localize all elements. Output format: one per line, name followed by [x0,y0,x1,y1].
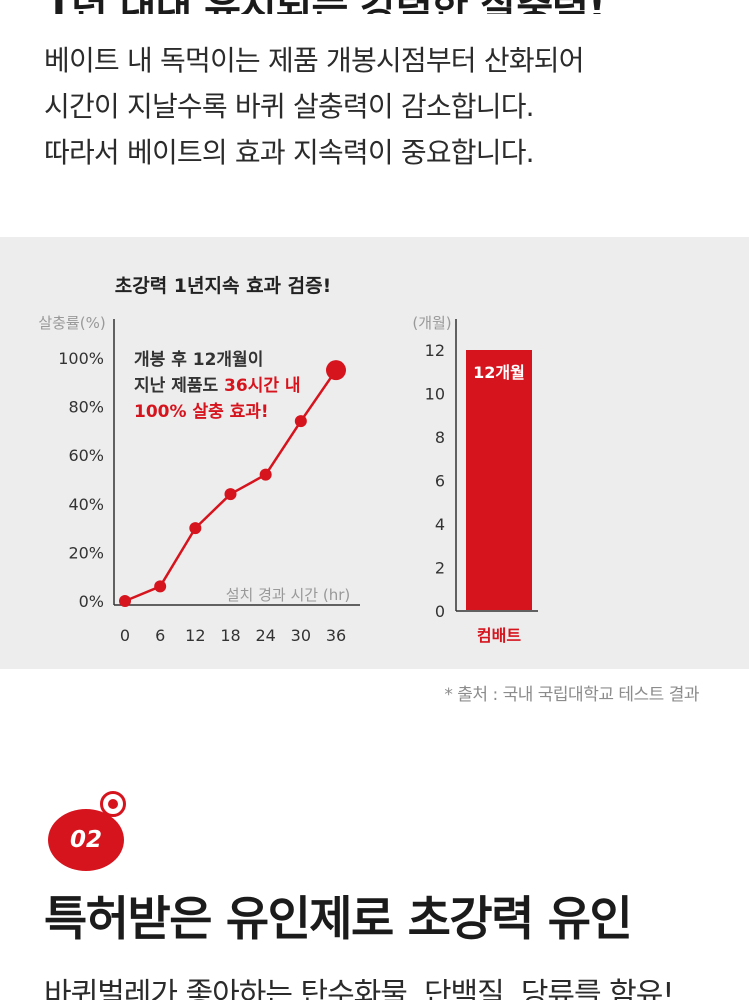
section-heading: 1년 내내 유지되는 강력한 살충력! [44,0,606,14]
y-tick-label: 60% [68,446,104,465]
bar-y-tick-label: 10 [425,385,445,404]
x-tick-label: 18 [220,626,240,645]
badge-number: 02 [48,809,124,871]
data-point [224,488,237,501]
y-tick-label: 20% [68,543,104,562]
y-tick-label: 100% [58,349,104,368]
bar-y-tick-label: 0 [435,602,445,621]
x-tick-label: 36 [326,626,346,645]
x-tick-label: 12 [185,626,205,645]
x-axis-label: 설치 경과 시간 (hr) [226,586,350,604]
final-data-point [326,360,346,381]
bar-y-tick-label: 4 [435,515,445,534]
x-tick-label: 24 [255,626,275,645]
x-tick-label: 30 [291,626,311,645]
data-point [119,595,131,607]
intro-paragraph: 베이트 내 독먹이는 제품 개봉시점부터 산화되어 시간이 지날수록 바퀴 살충… [44,38,724,176]
chart-title: 초강력 1년지속 효과 검증! [115,275,332,297]
bar [466,350,532,610]
intro-line: 베이트 내 독먹이는 제품 개봉시점부터 산화되어 [44,44,585,77]
y-tick-label: 40% [68,495,104,514]
bar-y-tick-label: 6 [435,472,445,491]
bar-category-label: 컴배트 [477,626,521,645]
x-tick-label: 0 [120,626,130,645]
annotation-highlight-text: 36시간 내 [224,376,301,396]
bar-y-tick-label: 8 [435,428,445,447]
source-note: * 출처 : 국내 국립대학교 테스트 결과 [444,685,699,705]
bar-y-tick-label: 2 [435,559,445,578]
bar-y-tick-label: 12 [425,341,445,360]
annotation-line-1: 개봉 후 12개월이 [134,349,263,370]
section-body-line: 바퀴벌레가 좋아하는 탄수화물, 단백질, 당류를 함유! [44,977,674,1000]
data-point [154,580,167,593]
top-heading-clip: 1년 내내 유지되는 강력한 살충력! [0,0,749,14]
annotation-line-3: 100% 살충 효과! [134,402,269,422]
data-point [259,468,272,481]
intro-line: 따라서 베이트의 효과 지속력이 중요합니다. [44,136,535,169]
annotation-line-2: 지난 제품도 36시간 내 [134,376,301,396]
data-point [189,522,202,535]
bar-y-axis-label: (개월) [412,314,451,332]
section-number-badge: 02 [48,791,126,871]
bar-data-label: 12개월 [473,363,525,382]
y-axis-label: 살충률(%) [38,314,105,332]
x-tick-label: 6 [155,626,165,645]
data-point [294,415,307,428]
next-line-clip: 바퀴벌레가 좋아하는 탄수화물, 단백질, 당류를 함유! [0,966,749,1000]
intro-line: 시간이 지날수록 바퀴 살충력이 감소합니다. [44,90,535,123]
section-title: 특허받은 유인제로 초강력 유인 [44,892,633,947]
annotation-plain-text: 지난 제품도 [134,376,224,396]
y-tick-label: 0% [79,592,104,611]
charts-svg: 초강력 1년지속 효과 검증! 살충률(%) 설치 경과 시간 (hr) 개봉 … [38,275,538,645]
chart-panel: 초강력 1년지속 효과 검증! 살충률(%) 설치 경과 시간 (hr) 개봉 … [0,237,749,669]
y-tick-label: 80% [68,398,104,417]
target-icon [100,791,126,817]
